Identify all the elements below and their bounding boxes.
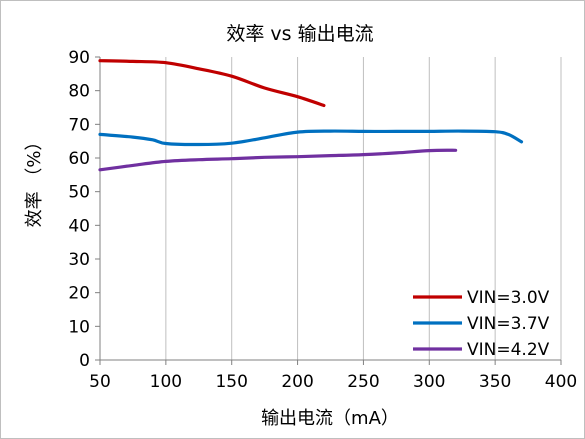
x-axis-label: 输出电流（mA） [261,408,399,429]
y-axis-label: 效率 （%） [24,133,45,228]
y-tick-label: 40 [68,216,90,236]
x-tick-label: 150 [215,372,247,392]
legend-label: VIN=4.2V [467,340,550,360]
chart-title: 效率 vs 输出电流 [226,23,373,45]
x-tick-labels: 50 100 150 200 250 300 350 400 [89,372,577,392]
series-line-3 [98,148,458,172]
x-tick-label: 50 [89,372,111,392]
series-lines [98,59,524,172]
y-tick-label: 80 [68,82,90,102]
y-tick-label: 70 [68,115,90,135]
y-tick-label: 50 [68,183,90,203]
y-tick-label: 90 [68,48,90,68]
x-tick-label: 250 [347,372,379,392]
series-line-1 [98,59,326,108]
legend: VIN=3.0V VIN=3.7V VIN=4.2V [413,288,550,360]
y-tick-label: 60 [68,149,90,169]
y-tick-label: 10 [68,317,90,337]
legend-label: VIN=3.7V [467,314,550,334]
y-tick-label: 0 [79,351,90,371]
x-tick-label: 100 [150,372,182,392]
axes [95,56,562,365]
legend-label: VIN=3.0V [467,288,550,308]
series-line-2 [98,129,524,147]
gridlines [165,57,562,360]
x-tick-label: 400 [545,372,577,392]
x-tick-label: 350 [479,372,511,392]
x-tick-label: 300 [413,372,445,392]
y-tick-labels: 0 10 20 30 40 50 60 70 80 90 [68,48,90,371]
y-tick-label: 20 [68,284,90,304]
y-tick-label: 30 [68,250,90,270]
x-tick-label: 200 [281,372,313,392]
